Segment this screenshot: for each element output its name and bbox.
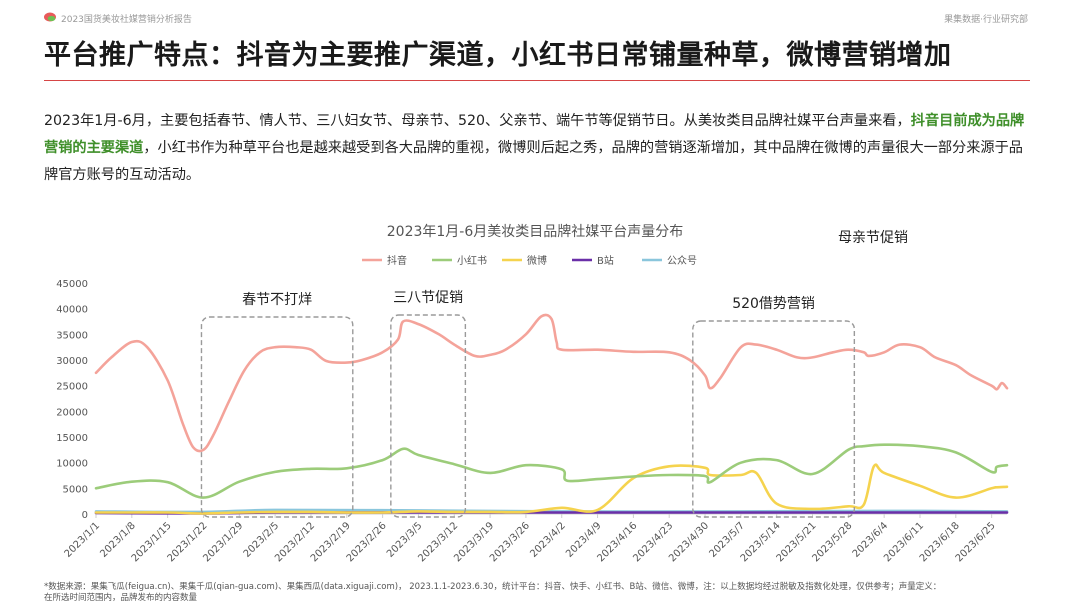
- department-label: 果集数据·行业研究部: [944, 15, 1028, 25]
- annotation-label-0: 春节不打烊: [242, 291, 312, 308]
- chart-title: 2023年1月-6月美妆类目品牌社媒平台声量分布: [387, 223, 684, 240]
- x-tick-label-13: 2023/4/2: [528, 520, 568, 560]
- legend-label-2: 微博: [527, 254, 547, 267]
- annotation-box-1: [390, 314, 467, 518]
- intro-text-2: ，小红书作为种草平台也是越来越受到各大品牌的重视，微博则后起之秀，品牌的营销逐渐…: [44, 140, 1023, 183]
- report-title: 2023国货美妆社媒营销分析报告: [61, 15, 192, 25]
- annotation-label-2: 520借势营销: [732, 296, 815, 312]
- annotation-label-1: 三八节促销: [393, 290, 463, 306]
- series-line-0: [94, 313, 1009, 453]
- footnote: *数据来源：果集飞瓜(feigua.cn)、果集千瓜(qian-gua.com)…: [44, 582, 1004, 604]
- y-tick-label-4: 20000: [56, 407, 88, 418]
- intro-highlight: 抖音目前成为品牌营销的主要渠道: [44, 113, 1025, 156]
- y-tick-label-7: 35000: [56, 330, 88, 341]
- footnote-line-2: 在所选时间范围内，品牌发布的内容数量: [44, 593, 198, 603]
- series-line-2: [94, 463, 1009, 515]
- page-title: 平台推广特点：抖音为主要推广渠道，小红书日常铺量种草，微博营销增加: [44, 40, 952, 71]
- legend-label-1: 小红书: [457, 254, 487, 267]
- annotation-box-0: [200, 316, 354, 518]
- legend-label-3: B站: [597, 254, 614, 267]
- y-tick-label-3: 15000: [56, 433, 88, 444]
- y-tick-label-1: 5000: [63, 484, 88, 495]
- y-tick-label-0: 0: [82, 510, 88, 521]
- title-divider: [44, 80, 1030, 81]
- y-tick-label-9: 45000: [56, 279, 88, 290]
- legend-label-4: 公众号: [667, 255, 697, 267]
- annotation-box-2: [692, 320, 856, 518]
- x-tick-label-0: 2023/1/1: [63, 520, 103, 560]
- y-tick-label-6: 30000: [56, 356, 88, 367]
- y-tick-label-2: 10000: [56, 459, 88, 470]
- legend-label-0: 抖音: [387, 254, 407, 267]
- intro-text-1: 2023年1月-6月，主要包括春节、情人节、三八妇女节、母亲节、520、父亲节、…: [44, 113, 911, 129]
- y-tick-label-5: 25000: [56, 382, 88, 393]
- y-tick-label-8: 40000: [56, 305, 88, 316]
- footnote-line-1: *数据来源：果集飞瓜(feigua.cn)、果集千瓜(qian-gua.com)…: [44, 582, 942, 592]
- leaf-logo-icon: [44, 12, 56, 22]
- annotation-label-3: 母亲节促销: [838, 230, 908, 246]
- intro-paragraph: 2023年1月-6月，主要包括春节、情人节、三八妇女节、母亲节、520、父亲节、…: [44, 108, 1034, 189]
- top-bar: 2023国货美妆社媒营销分析报告 果集数据·行业研究部: [0, 0, 1080, 30]
- series-line-1: [94, 443, 1009, 499]
